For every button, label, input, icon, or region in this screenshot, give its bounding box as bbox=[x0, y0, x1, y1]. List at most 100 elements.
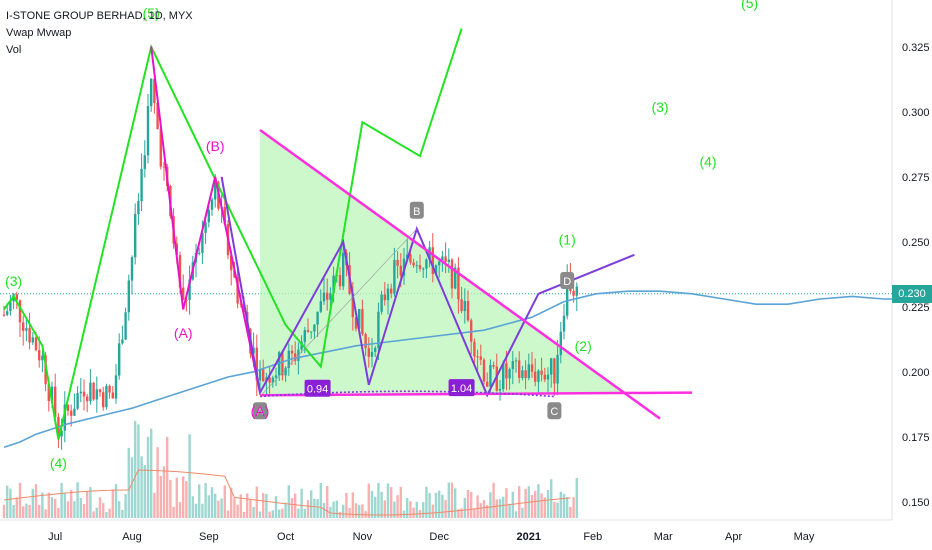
volume-bar bbox=[572, 497, 575, 518]
candle-body bbox=[489, 365, 492, 387]
volume-bar bbox=[239, 494, 242, 518]
candle-body bbox=[82, 391, 86, 397]
volume-bar bbox=[377, 482, 380, 518]
harmonic-base-dotted bbox=[259, 390, 555, 398]
candle-body bbox=[482, 359, 486, 382]
indicator-vwap[interactable]: Vwap Mvwap bbox=[6, 27, 72, 39]
volume-bar bbox=[498, 499, 502, 518]
candle-body bbox=[223, 206, 226, 224]
symbol-title[interactable]: I-STONE GROUP BERHAD, 1D, MYX bbox=[6, 10, 193, 22]
candle-body bbox=[25, 328, 28, 331]
volume-bar bbox=[393, 501, 396, 518]
candle-body bbox=[76, 393, 79, 409]
volume-bar bbox=[198, 484, 201, 518]
candle-body bbox=[476, 356, 479, 358]
candle-body bbox=[306, 330, 310, 332]
candle-body bbox=[316, 311, 319, 325]
volume-bar bbox=[319, 483, 322, 518]
wave-label: (1) bbox=[559, 231, 576, 247]
candle-body bbox=[95, 389, 98, 400]
volume-bar bbox=[89, 487, 92, 518]
ratio-box bbox=[448, 379, 475, 397]
y-tick-label: 0.325 bbox=[902, 42, 930, 54]
volume-bar bbox=[70, 489, 73, 518]
candle-body bbox=[41, 355, 44, 361]
candle-body bbox=[47, 384, 50, 401]
volume-bar bbox=[230, 487, 233, 518]
volume-bar bbox=[294, 493, 297, 518]
volume-bar bbox=[505, 488, 508, 518]
volume-bar bbox=[431, 504, 434, 518]
volume-bar bbox=[124, 493, 127, 518]
volume-bar bbox=[338, 511, 342, 518]
candle-body bbox=[146, 106, 150, 156]
candle-body bbox=[290, 350, 294, 354]
candle-body bbox=[204, 222, 207, 233]
harmonic-extension-line bbox=[538, 253, 635, 295]
candle-body bbox=[514, 360, 518, 362]
wave-label: (B) bbox=[206, 138, 225, 154]
volume-bar bbox=[34, 484, 38, 518]
candle-body bbox=[479, 356, 482, 360]
candle-body bbox=[210, 199, 214, 210]
volume-bar bbox=[335, 500, 338, 518]
volume-bar bbox=[130, 457, 134, 518]
volume-bar bbox=[86, 491, 89, 518]
candle-body bbox=[383, 294, 386, 301]
volume-bar bbox=[12, 504, 15, 518]
candle-body bbox=[319, 301, 322, 312]
candle-body bbox=[9, 301, 12, 312]
candle-body bbox=[121, 339, 124, 344]
volume-bar bbox=[178, 502, 182, 518]
candle-body bbox=[550, 358, 553, 375]
candle-body bbox=[508, 369, 511, 379]
volume-bar bbox=[550, 479, 553, 518]
indicator-volume[interactable]: Vol bbox=[6, 44, 22, 56]
candle-body bbox=[415, 265, 418, 267]
candle-body bbox=[431, 247, 434, 275]
volume-bar bbox=[76, 482, 79, 518]
candle-body bbox=[406, 254, 409, 259]
volume-bar bbox=[60, 482, 63, 518]
volume-bar bbox=[511, 491, 514, 518]
ratio-label: 1.04 bbox=[451, 383, 472, 395]
candle-body bbox=[271, 377, 274, 383]
candle-body bbox=[22, 322, 25, 331]
candle-body bbox=[566, 272, 569, 316]
volume-bar bbox=[242, 511, 246, 518]
wave-label: (A) bbox=[174, 325, 193, 341]
y-tick-label: 0.300 bbox=[902, 107, 930, 119]
candle-body bbox=[380, 294, 383, 312]
volume-bar bbox=[297, 508, 300, 518]
candle-body bbox=[473, 341, 476, 357]
volume-bar bbox=[562, 493, 566, 518]
volume-bar bbox=[575, 478, 578, 518]
volume-bar bbox=[543, 497, 546, 518]
x-tick-label: Apr bbox=[725, 531, 742, 543]
candle-body bbox=[134, 213, 137, 258]
volume-bar bbox=[322, 502, 326, 518]
volume-bar bbox=[367, 483, 370, 518]
volume-bar bbox=[329, 506, 332, 518]
volume-bar bbox=[220, 498, 223, 518]
candle-body bbox=[332, 275, 335, 294]
candle-body bbox=[38, 350, 41, 361]
candle-body bbox=[521, 370, 524, 378]
candle-body bbox=[79, 391, 82, 394]
candle-body bbox=[534, 371, 537, 382]
volume-bar bbox=[390, 487, 393, 518]
volume-bar bbox=[217, 500, 220, 518]
volume-bar bbox=[553, 501, 556, 518]
chart-legend: I-STONE GROUP BERHAD, 1D, MYX Vwap Mvwap… bbox=[6, 8, 193, 59]
candle-body bbox=[127, 280, 130, 313]
candle-body bbox=[274, 375, 278, 378]
volume-bar bbox=[194, 503, 198, 518]
volume-bar bbox=[396, 495, 399, 518]
volume-bar bbox=[358, 505, 361, 518]
candle-body bbox=[63, 404, 66, 431]
candle-body bbox=[441, 256, 444, 262]
volume-bar bbox=[332, 501, 335, 518]
volume-bar bbox=[354, 503, 358, 518]
pattern-point-box bbox=[409, 201, 424, 219]
